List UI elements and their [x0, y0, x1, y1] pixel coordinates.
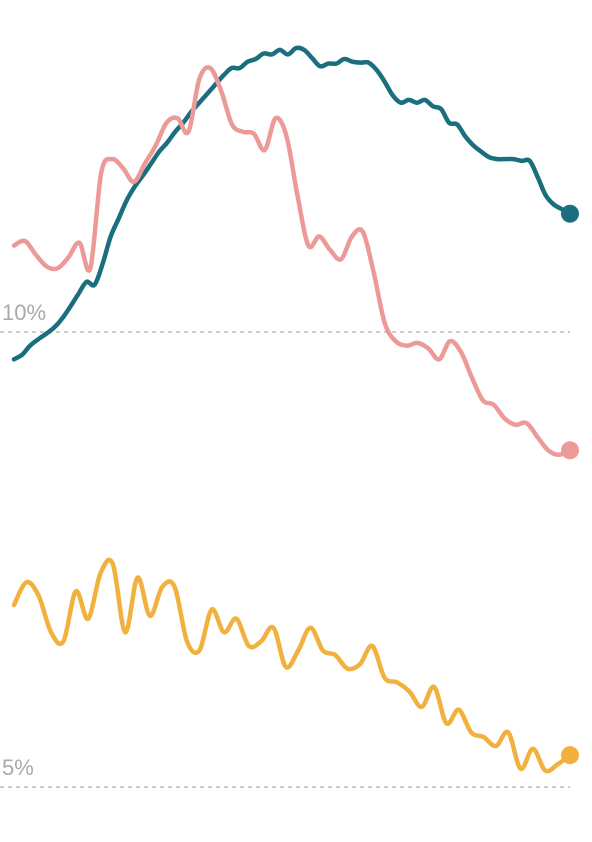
- series-endpoint-3: [561, 746, 579, 765]
- y-tick-label: 5%: [2, 755, 34, 780]
- series-endpoints: [561, 204, 579, 765]
- y-tick-labels: 10% 5%: [2, 300, 46, 780]
- y-tick-label: 10%: [2, 300, 46, 325]
- series-line-2: [11, 65, 573, 458]
- series-endpoint-2: [561, 441, 579, 460]
- series-lines: [11, 45, 573, 774]
- series-line-1: [11, 45, 573, 362]
- gridlines: [0, 331, 570, 788]
- series-line-3: [11, 557, 573, 774]
- series-endpoint-1: [561, 204, 579, 223]
